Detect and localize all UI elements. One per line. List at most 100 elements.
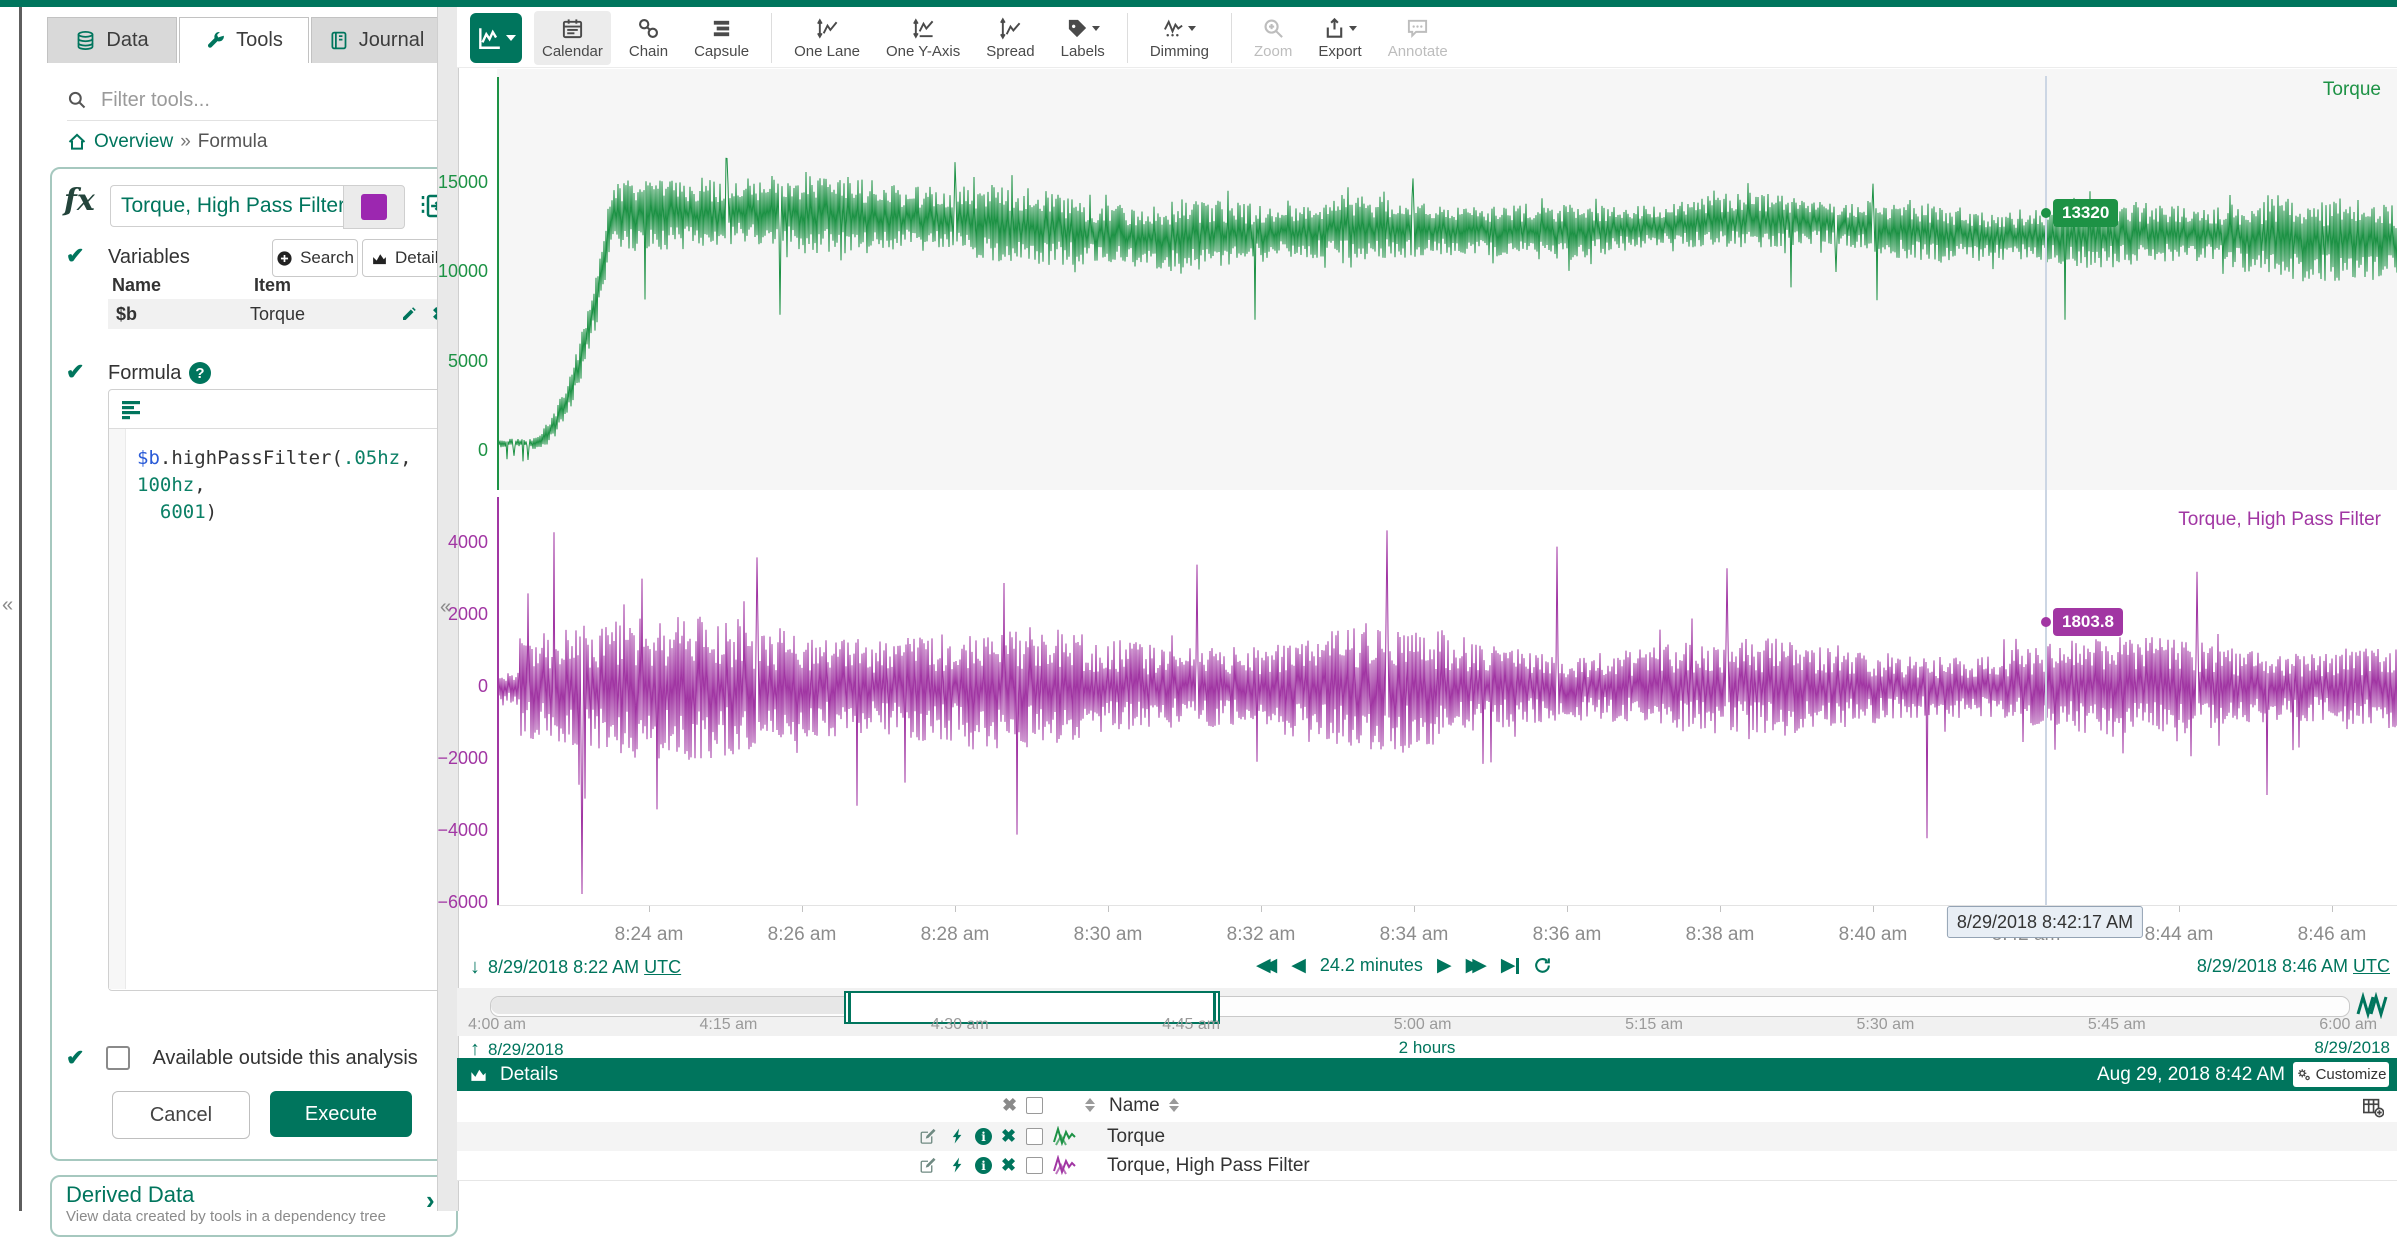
lane-highpass[interactable]: Torque, High Pass Filter — [496, 497, 2397, 906]
toolbar-labels[interactable]: Labels — [1053, 11, 1113, 65]
toolbar-item-label: Capsule — [694, 42, 750, 60]
sort-icon[interactable] — [1085, 1098, 1095, 1112]
variable-row: $b Torque ✖ — [108, 299, 454, 329]
scrubber-end-date[interactable]: 8/29/2018 — [2314, 1038, 2390, 1057]
toolbar-item-label: One Y-Axis — [886, 42, 961, 60]
step-to-end-icon[interactable]: ▶ — [1501, 954, 1520, 977]
y-tick-label: −6000 — [437, 892, 488, 912]
available-checkbox[interactable] — [106, 1046, 131, 1070]
step-forward-large-icon[interactable]: ▶ ▶ — [1465, 955, 1487, 976]
details-title: Details — [500, 1063, 559, 1085]
details-row-torque[interactable]: i✖Torque114510013320 — [457, 1122, 2397, 1152]
edit-icon[interactable] — [919, 1127, 937, 1145]
collapse-sidebar-icon[interactable]: « — [440, 596, 452, 618]
view-selector-button[interactable] — [470, 13, 522, 63]
toolbar-export[interactable]: Export — [1310, 11, 1369, 65]
toolbar-one-y-axis[interactable]: One Y-Axis — [878, 11, 968, 65]
toolbar-item-label: Spread — [986, 42, 1035, 60]
tool-name-input[interactable] — [110, 185, 353, 227]
remove-all-icon[interactable]: ✖ — [1002, 1095, 1018, 1115]
remove-icon[interactable]: ✖ — [1001, 1126, 1017, 1146]
calendar-icon — [561, 17, 584, 40]
breadcrumb-separator: » — [180, 131, 191, 152]
select-all-checkbox[interactable] — [1026, 1097, 1043, 1114]
collapse-left-icon[interactable]: « — [2, 594, 14, 616]
labels-icon — [1066, 17, 1089, 40]
x-tick-label: 8:28 am — [920, 924, 990, 945]
color-swatch — [361, 194, 387, 220]
filter-tools-input[interactable] — [99, 87, 403, 113]
range-start-text[interactable]: 8/29/2018 8:22 AM — [488, 957, 640, 977]
formula-snippets-icon[interactable] — [119, 397, 143, 421]
breadcrumb-current: Formula — [197, 131, 268, 152]
cursor-time-tooltip: 8/29/2018 8:42:17 AM — [1946, 906, 2144, 938]
edit-pencil-icon[interactable] — [400, 305, 418, 323]
toolbar-spread[interactable]: Spread — [978, 11, 1042, 65]
range-duration[interactable]: 24.2 minutes — [1319, 955, 1423, 975]
toolbar-divider — [771, 13, 773, 63]
formula-code-area[interactable]: $b.highPassFilter(.05hz, 100hz, 6001) — [109, 429, 455, 989]
signal-icon — [1053, 1154, 1077, 1176]
customize-button[interactable]: Customize — [2293, 1062, 2389, 1087]
column-name-header[interactable]: Name — [1109, 1095, 1160, 1116]
toolbar-capsule[interactable]: Capsule — [686, 11, 757, 65]
scrubber-selection[interactable] — [844, 991, 1220, 1024]
x-tick-mark — [1414, 906, 1415, 912]
x-tick-label: 8:40 am — [1838, 924, 1908, 945]
home-icon[interactable] — [67, 132, 87, 152]
tab-tools[interactable]: Tools — [179, 17, 309, 63]
export-icon — [1323, 17, 1346, 40]
range-end[interactable]: 8/29/2018 8:46 AM UTC — [2197, 956, 2390, 977]
cancel-button[interactable]: Cancel — [112, 1091, 250, 1139]
row-checkbox[interactable] — [1026, 1128, 1043, 1145]
bolt-icon[interactable] — [949, 1156, 967, 1174]
toolbar-one-lane[interactable]: One Lane — [786, 11, 868, 65]
step-forward-icon[interactable]: ▶ — [1436, 955, 1452, 976]
range-start[interactable]: ↓ 8/29/2018 8:22 AM UTC — [470, 956, 681, 979]
scrubber-start-date-text[interactable]: 8/29/2018 — [488, 1039, 564, 1059]
range-end-text[interactable]: 8/29/2018 8:46 AM — [2196, 956, 2348, 976]
toolbar-dimming[interactable]: Dimming — [1142, 11, 1217, 65]
details-row-torque-high-pass-filter[interactable]: i✖Torque, High Pass Filter21451001803.8 — [457, 1151, 2397, 1181]
step-back-icon[interactable]: ◀ — [1291, 955, 1306, 976]
step-back-large-icon[interactable]: ◀ ◀ — [1256, 955, 1277, 976]
toolbar-item-label: Calendar — [542, 42, 603, 60]
derived-data-title: Derived Data — [66, 1182, 195, 1207]
info-icon[interactable]: i — [975, 1128, 992, 1145]
x-tick-label: 8:44 am — [2144, 924, 2214, 945]
color-swatch-button[interactable] — [343, 185, 405, 229]
variables-search-button[interactable]: Search — [272, 239, 358, 277]
details-button-label: Details — [395, 248, 447, 267]
info-icon[interactable]: i — [975, 1157, 992, 1174]
scrubber-start-date[interactable]: ↑ 8/29/2018 — [470, 1038, 564, 1061]
remove-icon[interactable]: ✖ — [1001, 1155, 1017, 1175]
bolt-icon[interactable] — [949, 1127, 967, 1145]
tab-data[interactable]: Data — [47, 17, 177, 63]
toolbar-calendar[interactable]: Calendar — [534, 11, 611, 65]
row-checkbox[interactable] — [1026, 1157, 1043, 1174]
tab-journal[interactable]: Journal — [311, 17, 441, 63]
lane-torque[interactable]: Torque — [496, 69, 2397, 490]
range-end-tz[interactable]: UTC — [2353, 956, 2390, 976]
refresh-icon[interactable] — [1533, 956, 1552, 975]
zoom-icon — [1262, 17, 1285, 40]
toolbar-item-label: Labels — [1060, 42, 1105, 60]
toolbar-item-label: Annotate — [1387, 42, 1448, 60]
execute-button[interactable]: Execute — [270, 1091, 412, 1137]
code-arg2: 100hz — [137, 474, 195, 496]
breadcrumb-overview[interactable]: Overview — [94, 131, 174, 152]
range-start-tz[interactable]: UTC — [644, 957, 682, 977]
auto-update-icon[interactable] — [2356, 992, 2388, 1019]
scrubber-tick-label: 4:15 am — [699, 1016, 758, 1033]
edit-icon[interactable] — [919, 1156, 937, 1174]
sidebar-resize-gutter[interactable] — [437, 7, 459, 1211]
help-icon[interactable]: ? — [189, 362, 211, 384]
x-tick-mark — [1567, 906, 1568, 912]
add-column-icon[interactable] — [2362, 1096, 2384, 1118]
details-header-bar: Details Aug 29, 2018 8:42 AM Customize — [457, 1058, 2397, 1091]
scrubber-tick-label: 6:00 am — [2319, 1016, 2378, 1033]
scrubber-tick-label: 5:15 am — [1625, 1016, 1683, 1033]
sort-icon[interactable] — [1169, 1098, 1179, 1112]
toolbar-chain[interactable]: Chain — [621, 11, 676, 65]
scrubber-tick-label: 5:30 am — [1856, 1016, 1915, 1033]
